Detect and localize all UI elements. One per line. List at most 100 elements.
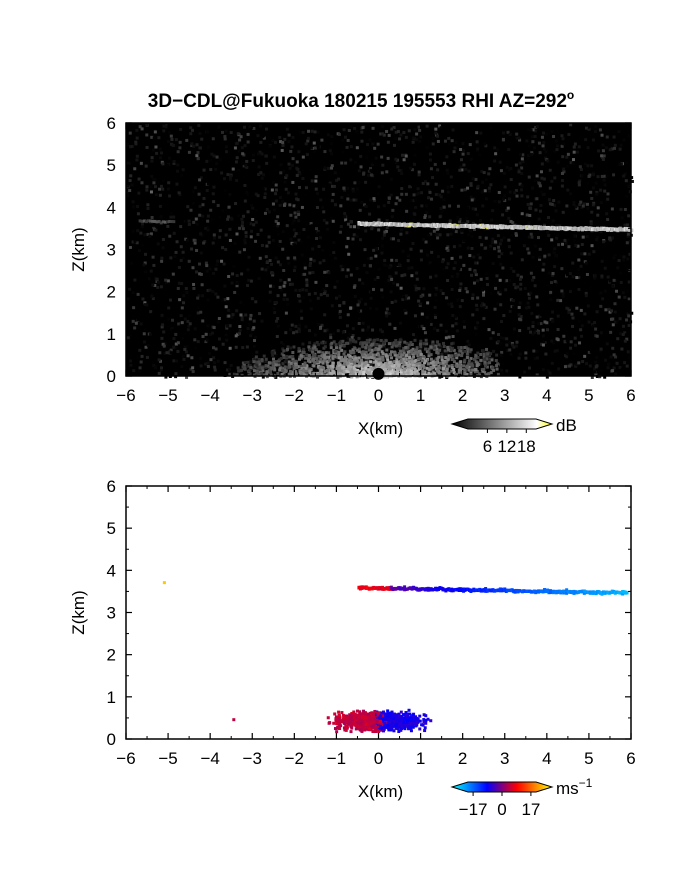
ground-pixel <box>429 357 433 361</box>
cloud-point <box>545 588 549 592</box>
noise-pixel <box>574 243 578 247</box>
noise-pixel <box>241 162 245 166</box>
noise-pixel <box>558 224 562 228</box>
ground-pixel <box>315 340 319 344</box>
noise-pixel <box>543 320 547 324</box>
noise-pixel <box>522 244 526 248</box>
noise-pixel <box>166 279 170 283</box>
noise-pixel <box>337 311 341 315</box>
noise-pixel <box>590 350 594 354</box>
noise-pixel <box>613 146 617 150</box>
ground-pixel <box>442 345 446 349</box>
ground-pixel <box>413 359 417 363</box>
noise-pixel <box>271 238 275 242</box>
noise-pixel <box>591 203 595 207</box>
noise-pixel <box>229 201 233 205</box>
cloud-point <box>513 590 517 594</box>
noise-pixel <box>156 224 160 228</box>
noise-pixel <box>194 217 198 221</box>
noise-pixel <box>615 289 619 293</box>
noise-pixel <box>594 365 598 369</box>
noise-pixel <box>146 206 150 210</box>
noise-pixel <box>529 232 533 236</box>
ground-pixel <box>255 369 259 373</box>
noise-pixel <box>363 248 367 252</box>
noise-pixel <box>430 250 434 254</box>
noise-pixel <box>213 368 217 372</box>
ground-pixel <box>451 357 455 361</box>
noise-pixel <box>450 139 454 143</box>
ground-pixel <box>434 363 438 367</box>
ground-pixel <box>285 347 289 351</box>
noise-pixel <box>503 194 507 198</box>
noise-pixel <box>605 342 609 346</box>
noise-pixel <box>346 268 350 272</box>
noise-pixel <box>130 321 134 325</box>
noise-pixel <box>399 232 403 236</box>
noise-pixel <box>427 313 431 317</box>
noise-pixel <box>304 325 308 329</box>
ground-pixel <box>373 348 377 352</box>
noise-pixel <box>557 200 561 204</box>
noise-pixel <box>568 272 572 276</box>
noise-pixel <box>565 204 569 208</box>
noise-pixel <box>235 284 239 288</box>
ground-pixel <box>304 369 308 373</box>
noise-pixel <box>240 146 244 150</box>
noise-pixel <box>279 140 283 144</box>
ground-pixel <box>415 369 419 373</box>
noise-pixel <box>126 342 130 346</box>
noise-pixel <box>357 336 361 340</box>
noise-pixel <box>333 171 337 175</box>
noise-pixel <box>131 229 135 233</box>
noise-pixel <box>329 336 333 340</box>
ground-pixel <box>437 371 441 375</box>
ground-pixel <box>410 359 414 363</box>
noise-pixel <box>151 283 155 287</box>
noise-pixel <box>260 267 264 271</box>
noise-pixel <box>489 291 493 295</box>
noise-pixel <box>202 241 206 245</box>
noise-pixel <box>221 209 225 213</box>
noise-pixel <box>178 298 182 302</box>
ground-pixel <box>314 348 318 352</box>
noise-pixel <box>271 271 275 275</box>
noise-pixel <box>458 268 462 272</box>
ground-pixel <box>329 346 333 350</box>
noise-pixel <box>507 197 511 201</box>
ground-pixel <box>291 359 295 363</box>
noise-pixel <box>598 210 602 214</box>
ground-pixel <box>418 342 422 346</box>
noise-pixel <box>413 153 417 157</box>
noise-pixel <box>577 258 581 262</box>
noise-pixel <box>431 176 435 180</box>
noise-pixel <box>239 313 243 317</box>
noise-pixel <box>159 369 163 373</box>
noise-pixel <box>542 147 546 151</box>
noise-pixel <box>167 130 171 134</box>
noise-pixel <box>309 146 313 150</box>
noise-pixel <box>308 261 312 265</box>
noise-pixel <box>517 334 521 338</box>
noise-pixel <box>394 202 398 206</box>
noise-pixel <box>577 287 581 291</box>
noise-pixel <box>137 249 141 253</box>
noise-pixel <box>562 167 566 171</box>
noise-pixel <box>365 328 369 332</box>
noise-pixel <box>198 213 202 217</box>
layer-pixel <box>149 219 153 223</box>
noise-pixel <box>361 281 365 285</box>
layer-pixel <box>161 220 165 224</box>
noise-pixel <box>380 132 384 136</box>
ground-pixel <box>417 353 421 357</box>
noise-pixel <box>599 347 603 351</box>
noise-pixel <box>297 213 301 217</box>
noise-pixel <box>359 154 363 158</box>
ground-pixel <box>393 353 397 357</box>
noise-pixel <box>459 158 463 162</box>
ground-pixel <box>414 363 418 367</box>
noise-pixel <box>530 151 534 155</box>
noise-pixel <box>396 283 400 287</box>
noise-pixel <box>296 198 300 202</box>
noise-pixel <box>377 228 381 232</box>
